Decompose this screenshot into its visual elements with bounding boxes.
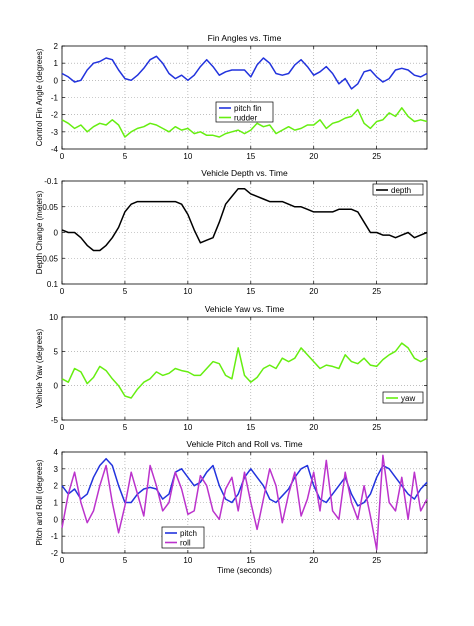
chart-title: Vehicle Yaw vs. Time (205, 304, 285, 314)
x-tick-label: 15 (246, 423, 255, 432)
y-tick-label: -2 (51, 549, 59, 558)
legend-entry: pitch fin (234, 104, 262, 113)
legend-entry: depth (391, 186, 411, 195)
x-tick-label: 25 (372, 556, 381, 565)
y-tick-label: 0 (54, 515, 59, 524)
chart-panel-2: 0 5 10 15 20 25 -0.1 -0.05 0 0.05 0.1 Vehicle Depth… (35, 168, 428, 296)
y-axis-label: Vehicle Yaw (degrees) (35, 329, 44, 409)
legend-entry: rudder (234, 114, 257, 123)
series-line-roll (61, 454, 428, 551)
y-axis-label: Control Fin Angle (degrees) (35, 48, 44, 146)
y-tick-label: 0 (54, 76, 59, 85)
y-tick-label: -1 (51, 94, 59, 103)
y-tick-label: 5 (54, 347, 59, 356)
x-tick-label: 5 (123, 152, 128, 161)
plot-area (61, 316, 428, 421)
y-tick-label: 3 (54, 465, 59, 474)
y-tick-label: 10 (49, 313, 58, 322)
y-tick-label: 0.05 (42, 254, 58, 263)
y-tick-label: 0 (54, 382, 59, 391)
legend: yaw (382, 391, 424, 404)
legend-entry: yaw (401, 394, 415, 403)
y-tick-label: 1 (54, 59, 59, 68)
chart-title: Vehicle Pitch and Roll vs. Time (186, 439, 302, 449)
series-line-pitch (61, 457, 428, 507)
chart-title: Vehicle Depth vs. Time (201, 168, 288, 178)
x-tick-label: 15 (246, 556, 255, 565)
x-tick-label: 20 (309, 152, 318, 161)
x-tick-label: 0 (60, 152, 65, 161)
x-tick-label: 10 (183, 152, 192, 161)
y-tick-label: 0.1 (47, 280, 59, 289)
x-tick-label: 5 (123, 287, 128, 296)
series-line-rudder (61, 107, 428, 138)
x-tick-label: 0 (60, 556, 65, 565)
x-tick-label: 0 (60, 287, 65, 296)
series-line-pitch-fin (61, 55, 428, 90)
y-tick-label: 4 (54, 448, 59, 457)
series-line-yaw (61, 342, 428, 399)
y-axis-label: Pitch and Roll (degrees) (35, 459, 44, 545)
x-tick-label: 20 (309, 287, 318, 296)
legend-box (382, 391, 424, 404)
x-tick-label: 10 (183, 423, 192, 432)
legend-box (372, 183, 424, 196)
chart-panel-4: 0 5 10 15 20 25 -2 -1 0 1 2 3 4 Vehicle Pitch and Rol… (35, 439, 428, 575)
y-tick-label: 0 (54, 229, 59, 238)
x-tick-label: 20 (309, 423, 318, 432)
y-tick-label: 1 (54, 499, 59, 508)
chart-panel-1: 0 5 10 15 20 25 -4 -3 -2 -1 0 1 2 Fin Angles vs. Time… (35, 33, 428, 161)
y-tick-label: 2 (54, 482, 59, 491)
chart-title: Fin Angles vs. Time (208, 33, 282, 43)
legend-entry: pitch (180, 529, 197, 538)
y-axis-label: Depth Change (meters) (35, 190, 44, 274)
x-tick-label: 25 (372, 152, 381, 161)
y-tick-label: 2 (54, 42, 59, 51)
x-tick-label: 10 (183, 556, 192, 565)
legend-entry: roll (180, 539, 191, 548)
y-tick-label: -0.05 (40, 203, 59, 212)
x-tick-label: 5 (123, 556, 128, 565)
x-tick-label: 5 (123, 423, 128, 432)
legend: depth (372, 183, 424, 196)
y-tick-label: -0.1 (44, 177, 58, 186)
y-tick-label: -2 (51, 111, 59, 120)
x-tick-label: 15 (246, 287, 255, 296)
y-tick-label: -1 (51, 532, 59, 541)
x-tick-label: 15 (246, 152, 255, 161)
x-tick-label: 25 (372, 287, 381, 296)
y-tick-label: -4 (51, 145, 59, 154)
x-tick-label: 10 (183, 287, 192, 296)
x-axis-label: Time (seconds) (217, 566, 272, 575)
x-tick-label: 0 (60, 423, 65, 432)
series-line-depth (61, 187, 428, 252)
x-tick-label: 20 (309, 556, 318, 565)
y-tick-label: -5 (51, 416, 59, 425)
x-tick-label: 25 (372, 423, 381, 432)
y-tick-label: -3 (51, 128, 59, 137)
